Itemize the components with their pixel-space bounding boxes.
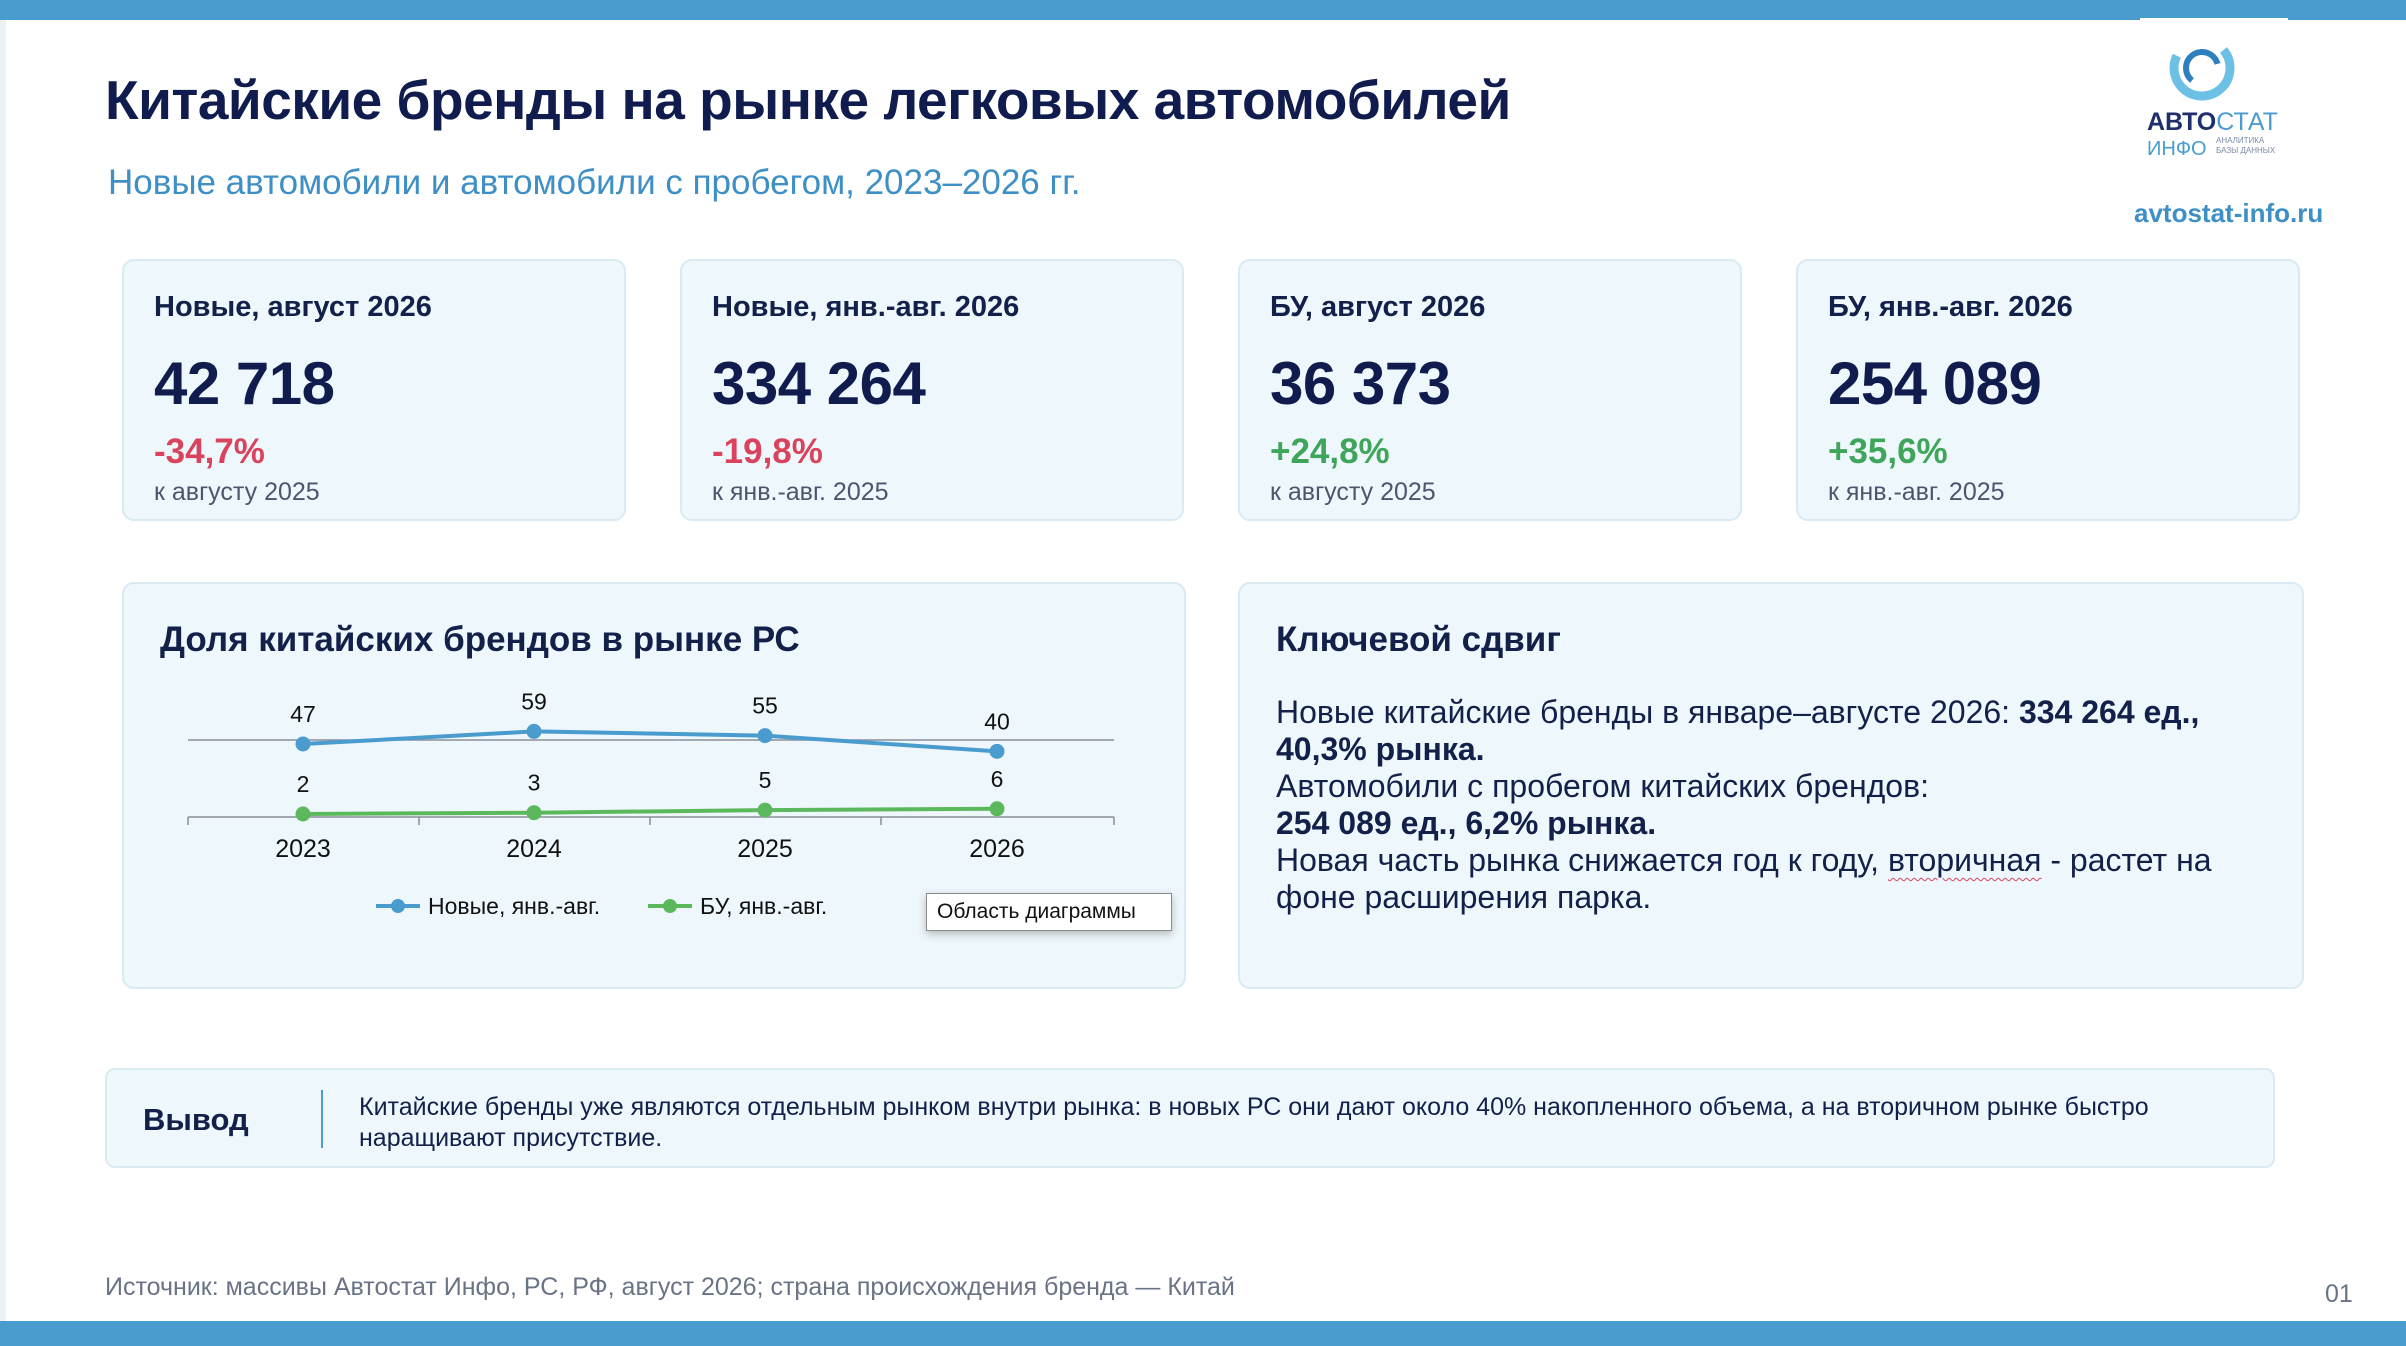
page-subtitle: Новые автомобили и автомобили с пробегом… bbox=[108, 163, 1081, 202]
bottom-accent-bar bbox=[0, 1321, 2406, 1346]
legend-label: Новые, янв.-авг. bbox=[428, 893, 600, 919]
data-label: 55 bbox=[752, 693, 778, 719]
chart-title: Доля китайских брендов в рынке РС bbox=[160, 620, 800, 659]
x-tick-label: 2024 bbox=[506, 835, 562, 863]
top-accent-bar bbox=[0, 0, 2406, 20]
conclusion-box: Вывод Китайские бренды уже являются отде… bbox=[105, 1068, 2275, 1168]
data-point bbox=[989, 743, 1005, 759]
kpi-delta: -19,8% bbox=[712, 432, 823, 471]
data-label: 40 bbox=[984, 708, 1010, 734]
kpi-value: 42 718 bbox=[154, 350, 335, 417]
data-label: 3 bbox=[528, 770, 541, 796]
conclusion-label: Вывод bbox=[143, 1102, 249, 1137]
kpi-delta: -34,7% bbox=[154, 432, 265, 471]
key-shift-text: Новые китайские бренды в январе–августе … bbox=[1276, 694, 2212, 915]
kpi-card-used-ytd: БУ, янв.-авг. 2026 254 089 +35,6% к янв.… bbox=[1796, 259, 2300, 521]
data-point bbox=[526, 723, 542, 739]
kpi-value: 254 089 bbox=[1828, 350, 2042, 417]
data-label: 6 bbox=[991, 766, 1004, 792]
data-point bbox=[526, 805, 542, 821]
conclusion-divider bbox=[321, 1090, 323, 1148]
legend-label: БУ, янв.-авг. bbox=[700, 893, 827, 919]
data-point bbox=[757, 728, 773, 744]
x-tick-label: 2025 bbox=[737, 835, 793, 863]
series-line-1 bbox=[302, 806, 998, 816]
kpi-label: БУ, янв.-авг. 2026 bbox=[1828, 291, 2073, 323]
data-label: 5 bbox=[759, 767, 772, 793]
logo-wordmark: АВТОСТАТ bbox=[2147, 108, 2278, 136]
data-point bbox=[295, 736, 311, 752]
site-link[interactable]: avtostat-info.ru bbox=[2134, 198, 2324, 228]
spellcheck-word: вторичная bbox=[1887, 842, 2042, 878]
kpi-delta: +24,8% bbox=[1270, 432, 1390, 471]
kpi-note: к янв.-авг. 2025 bbox=[712, 478, 889, 506]
left-edge bbox=[0, 20, 6, 1321]
avtostat-logo-icon bbox=[2169, 35, 2235, 101]
kpi-note: к августу 2025 bbox=[1270, 478, 1436, 506]
kpi-card-used-aug: БУ, август 2026 36 373 +24,8% к августу … bbox=[1238, 259, 1742, 521]
logo-tagline: АНАЛИТИКА БАЗЫ ДАННЫХ bbox=[2216, 136, 2276, 155]
kpi-value: 36 373 bbox=[1270, 350, 1451, 417]
kpi-note: к янв.-авг. 2025 bbox=[1828, 478, 2005, 506]
key-shift-panel: Ключевой сдвиг Новые китайские бренды в … bbox=[1238, 582, 2304, 989]
legend-swatch-marker bbox=[663, 899, 677, 913]
chart-area-tooltip: Область диаграммы bbox=[926, 893, 1172, 931]
page-number: 01 bbox=[2325, 1280, 2353, 1308]
data-label: 2 bbox=[297, 771, 310, 797]
series-line-0 bbox=[302, 729, 998, 754]
data-point bbox=[989, 801, 1005, 817]
conclusion-text: Китайские бренды уже являются отдельным … bbox=[359, 1093, 2149, 1152]
data-point bbox=[295, 806, 311, 822]
key-shift-title: Ключевой сдвиг bbox=[1276, 620, 1561, 659]
data-label: 59 bbox=[521, 688, 547, 714]
kpi-label: Новые, август 2026 bbox=[154, 291, 432, 323]
page-title: Китайские бренды на рынке легковых автом… bbox=[105, 69, 1511, 131]
data-point bbox=[757, 802, 773, 818]
logo-wordmark-info: ИНФО bbox=[2147, 138, 2207, 160]
x-tick-label: 2026 bbox=[969, 835, 1025, 863]
kpi-card-new-ytd: Новые, янв.-авг. 2026 334 264 -19,8% к я… bbox=[680, 259, 1184, 521]
data-label: 47 bbox=[290, 701, 316, 727]
line-chart[interactable]: 2023 2024 2025 2026 47 59 55 40 2 3 5 6 Новые, янв.-… bbox=[124, 584, 1188, 991]
logo-tab bbox=[2140, 18, 2288, 22]
kpi-card-new-aug: Новые, август 2026 42 718 -34,7% к авгус… bbox=[122, 259, 626, 521]
kpi-label: Новые, янв.-авг. 2026 bbox=[712, 291, 1020, 323]
legend-swatch-marker bbox=[391, 899, 405, 913]
kpi-label: БУ, август 2026 bbox=[1270, 291, 1486, 323]
x-tick-label: 2023 bbox=[275, 835, 331, 863]
kpi-delta: +35,6% bbox=[1828, 432, 1948, 471]
chart-panel[interactable]: Доля китайских брендов в рынке РС 2023 20… bbox=[122, 582, 1186, 989]
kpi-note: к августу 2025 bbox=[154, 478, 320, 506]
kpi-value: 334 264 bbox=[712, 350, 926, 417]
source-note: Источник: массивы Автостат Инфо, РС, РФ,… bbox=[105, 1273, 1235, 1301]
